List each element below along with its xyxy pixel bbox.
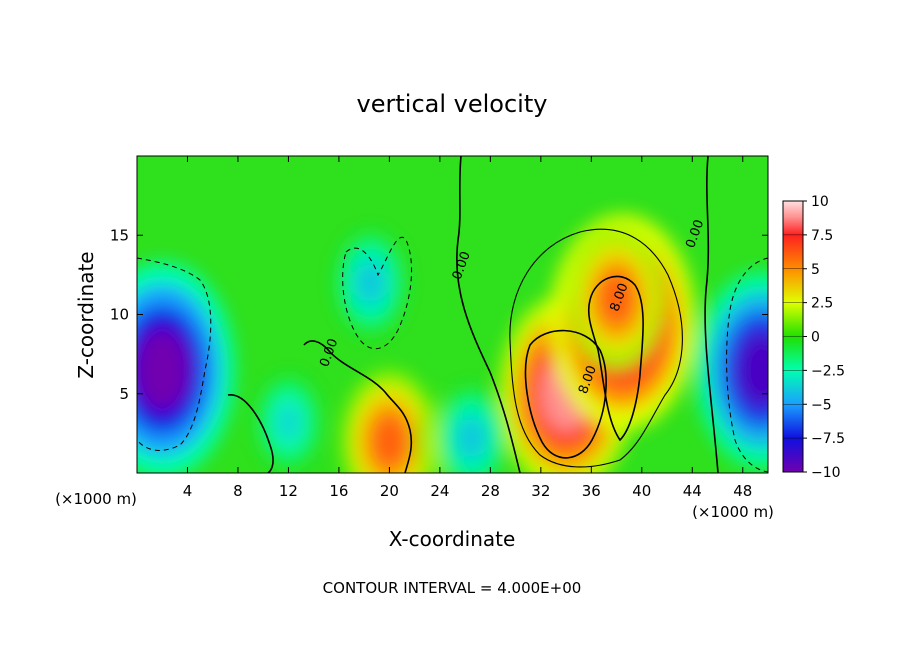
colorbar-tick-label: −2.5 <box>811 363 845 379</box>
x-tick-label: 4 <box>183 482 193 500</box>
field-feature-9-layer-4 <box>276 404 301 441</box>
x-tick-label: 12 <box>279 482 298 500</box>
colorbar-tick-label: 2.5 <box>811 296 833 312</box>
x-tick-label: 16 <box>329 482 348 500</box>
field-feature-5-layer-4 <box>137 328 191 412</box>
x-tick-label: 44 <box>683 482 702 500</box>
y-axis: 5 10 15 <box>110 226 768 403</box>
colorbar-tick-label: 0 <box>811 330 820 346</box>
contour-8-core <box>524 329 607 459</box>
y-tick-label: 10 <box>110 306 129 324</box>
neg-contour-right <box>726 257 768 473</box>
neg-contour-mid <box>342 236 413 350</box>
x-tick-label: 24 <box>430 482 449 500</box>
field-feature-6-layer-4 <box>736 331 768 408</box>
x-axis: 4 8 12 16 20 24 28 32 36 40 44 48 <box>183 156 752 500</box>
velocity-field <box>137 214 768 473</box>
zero-contour-right <box>704 156 719 473</box>
colorbar-ticks: 10 7.5 5 2.5 0 −2.5 −5 −7.5 −10 <box>783 194 845 481</box>
colorbar: 10 7.5 5 2.5 0 −2.5 −5 −7.5 −10 <box>782 194 845 481</box>
y-tick-label: 15 <box>110 226 129 244</box>
contour-interval-note: CONTOUR INTERVAL = 4.000E+00 <box>323 579 582 597</box>
plot-area: 0.000.000.008.008.00 4 8 12 16 20 24 28 32 36 40 4… <box>110 155 769 500</box>
colorbar-tick-label: 5 <box>811 262 820 278</box>
y-axis-label: Z-coordinate <box>74 251 98 378</box>
colorbar-tick-label: 10 <box>811 194 829 210</box>
x-unit-right: (×1000 m) <box>692 503 774 521</box>
x-tick-label: 8 <box>233 482 243 500</box>
x-tick-label: 32 <box>531 482 550 500</box>
x-tick-label: 20 <box>380 482 399 500</box>
field-feature-7-layer-4 <box>356 262 385 303</box>
x-tick-label: 48 <box>733 482 752 500</box>
y-tick-label: 5 <box>119 385 129 403</box>
colorbar-tick-label: −7.5 <box>811 431 845 447</box>
contour-8-upper <box>587 275 644 442</box>
colorbar-tick-label: 7.5 <box>811 228 833 244</box>
colorbar-tick-label: −10 <box>811 465 841 481</box>
x-unit-left: (×1000 m) <box>55 490 137 508</box>
zero-contour-small-1 <box>227 394 274 473</box>
zero-contour-left <box>303 340 413 473</box>
x-axis-label: X-coordinate <box>389 527 516 551</box>
zero-contour-center <box>456 156 521 473</box>
x-tick-label: 28 <box>481 482 500 500</box>
contour-lines <box>137 156 768 473</box>
field-feature-8-layer-4 <box>457 418 486 459</box>
colorbar-tick-label: −5 <box>811 397 832 413</box>
chart-title: vertical velocity <box>357 90 548 118</box>
contour-4-updraft <box>509 228 683 468</box>
field-feature-3-layer-4 <box>371 414 408 469</box>
field-feature-2-layer-4 <box>598 271 635 326</box>
x-tick-label: 40 <box>632 482 651 500</box>
x-tick-label: 36 <box>582 482 601 500</box>
